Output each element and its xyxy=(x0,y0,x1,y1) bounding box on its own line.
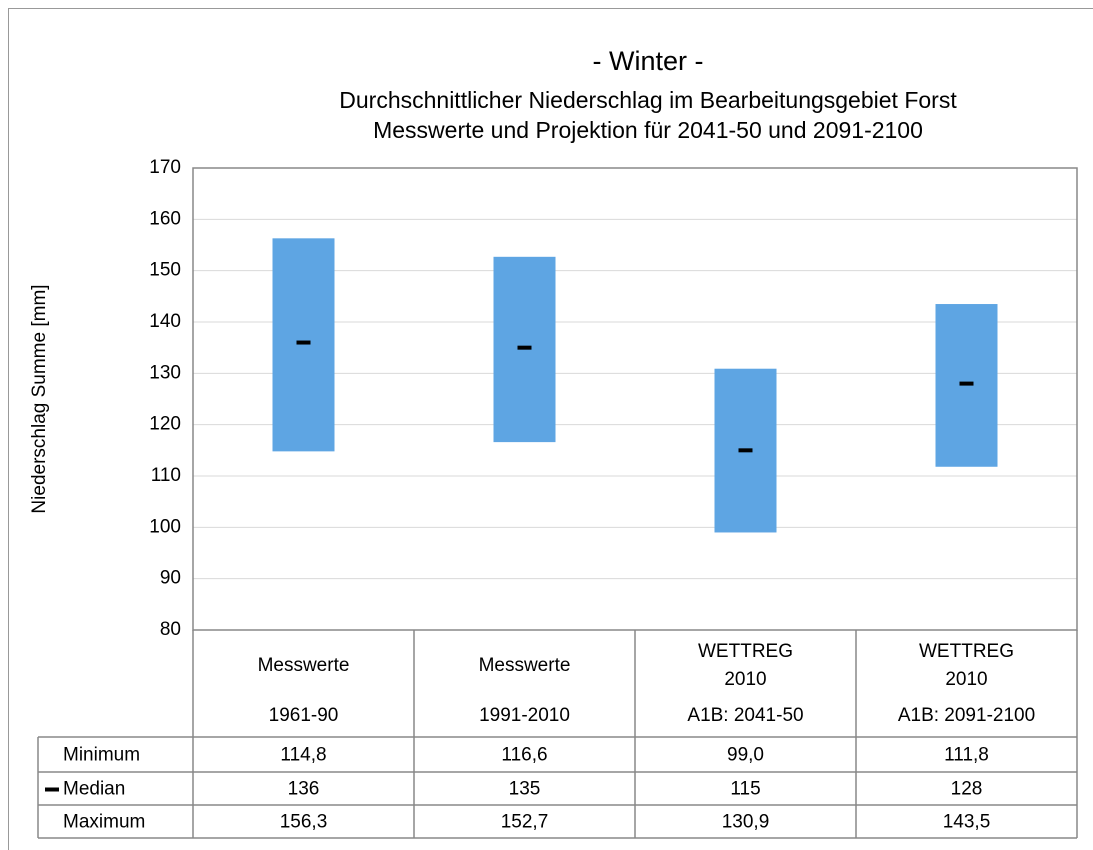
table-row-label: Minimum xyxy=(63,745,140,766)
category-sublabel: A1B: 2091-2100 xyxy=(898,705,1035,726)
y-axis-label: Niederschlag Summe [mm] xyxy=(29,284,50,513)
table-cell: 99,0 xyxy=(727,745,764,766)
table-cell: 135 xyxy=(509,779,541,800)
y-tick-label: 160 xyxy=(149,208,181,229)
table-cell: 156,3 xyxy=(280,812,328,833)
category-label: Messwerte xyxy=(478,655,571,676)
y-tick-label: 80 xyxy=(160,619,181,640)
y-tick-label: 90 xyxy=(160,568,181,589)
table-row-label: Median xyxy=(63,779,125,800)
y-tick-label: 140 xyxy=(149,311,181,332)
category-label-text: Messwerte xyxy=(478,655,571,676)
table-cell: 115 xyxy=(730,779,760,800)
y-tick-label: 130 xyxy=(149,362,181,383)
range-bar xyxy=(272,238,335,452)
chart-subtitle: Durchschnittlicher Niederschlag im Bearb… xyxy=(339,87,957,113)
table-cell: 130,9 xyxy=(722,812,770,833)
table-cell: 128 xyxy=(951,779,983,800)
table-cell: 116,6 xyxy=(501,745,547,766)
category-sublabel: A1B: 2041-50 xyxy=(687,705,803,726)
table-cell: 136 xyxy=(288,779,320,800)
category-sublabel: 1991-2010 xyxy=(479,705,570,726)
y-tick-label: 120 xyxy=(149,414,181,435)
table-cell: 152,7 xyxy=(501,812,549,833)
category-label-text: WETTREG 2010 xyxy=(698,641,793,690)
y-tick-label: 100 xyxy=(149,516,181,537)
chart-subtitle: Messwerte und Projektion für 2041-50 und… xyxy=(373,117,923,143)
category-sublabel: 1961-90 xyxy=(269,705,339,726)
category-label-text: Messwerte xyxy=(257,655,350,676)
table-row-label: Maximum xyxy=(63,812,145,833)
y-tick-label: 110 xyxy=(151,465,181,486)
category-label: WETTREG 2010 xyxy=(698,641,793,690)
chart-title: - Winter - xyxy=(593,46,704,76)
y-tick-label: 170 xyxy=(149,157,181,178)
y-tick-label: 150 xyxy=(149,260,181,281)
table-cell: 111,8 xyxy=(944,745,989,766)
table-cell: 114,8 xyxy=(280,745,326,766)
category-label: WETTREG 2010 xyxy=(919,641,1014,690)
table-cell: 143,5 xyxy=(943,812,991,833)
chart-border xyxy=(8,8,1093,850)
category-label: Messwerte xyxy=(257,655,350,676)
category-label-text: WETTREG 2010 xyxy=(919,641,1014,690)
